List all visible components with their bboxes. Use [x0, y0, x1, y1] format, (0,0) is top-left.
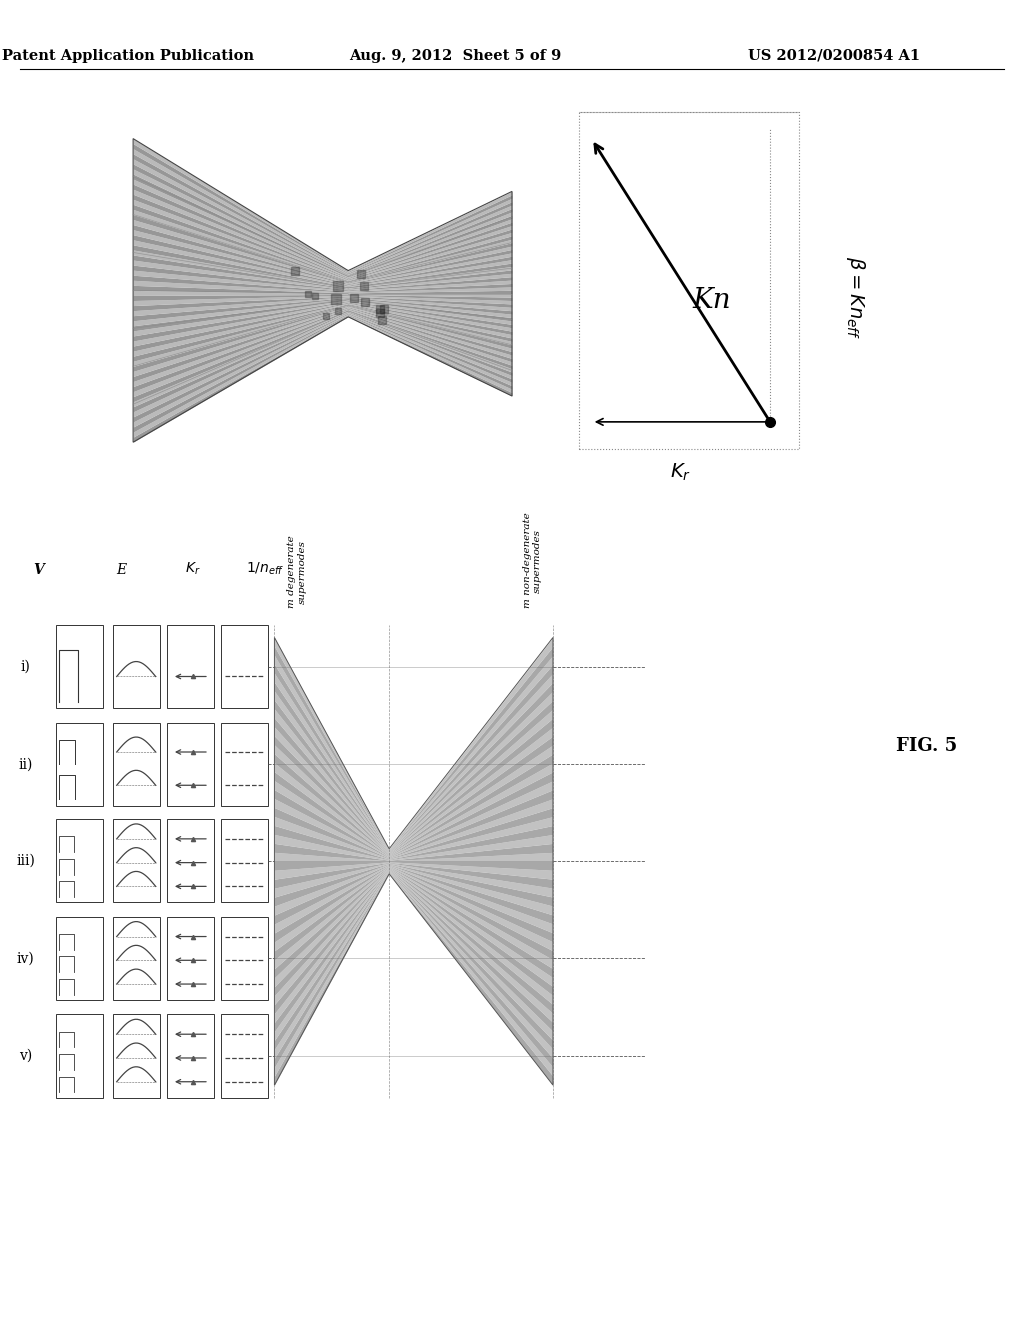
Text: iii): iii) — [16, 854, 35, 867]
Text: US 2012/0200854 A1: US 2012/0200854 A1 — [749, 49, 921, 63]
Text: m non-degenerate
supermodes: m non-degenerate supermodes — [523, 512, 542, 609]
Bar — [56, 626, 103, 708]
Text: v): v) — [19, 1049, 32, 1063]
Text: Kn: Kn — [692, 286, 731, 314]
Bar — [221, 818, 268, 903]
Text: Aug. 9, 2012  Sheet 5 of 9: Aug. 9, 2012 Sheet 5 of 9 — [349, 49, 562, 63]
Text: Patent Application Publication: Patent Application Publication — [2, 49, 254, 63]
Bar — [56, 916, 103, 1001]
Bar — [221, 916, 268, 1001]
Bar — [56, 1014, 103, 1098]
Text: $K_r$: $K_r$ — [671, 462, 691, 483]
Text: $1/n_{eff}$: $1/n_{eff}$ — [246, 561, 285, 577]
Bar — [167, 723, 214, 805]
Bar — [113, 723, 160, 805]
Bar — [56, 723, 103, 805]
Bar — [167, 818, 214, 903]
Text: m degenerate
supermodes: m degenerate supermodes — [288, 536, 306, 609]
Bar — [113, 916, 160, 1001]
Text: i): i) — [20, 660, 31, 673]
Text: E: E — [116, 564, 126, 577]
Text: $K_r$: $K_r$ — [184, 561, 201, 577]
Bar — [113, 818, 160, 903]
Bar — [221, 1014, 268, 1098]
Text: ii): ii) — [18, 758, 33, 771]
Text: V: V — [34, 564, 44, 577]
Bar — [167, 1014, 214, 1098]
Bar — [579, 112, 799, 449]
Bar — [113, 626, 160, 708]
Text: FIG. 5: FIG. 5 — [896, 737, 957, 755]
Bar — [221, 626, 268, 708]
Bar — [167, 626, 214, 708]
Text: $\beta = Kn_{eff}$: $\beta = Kn_{eff}$ — [844, 256, 866, 339]
Text: iv): iv) — [16, 952, 35, 965]
Bar — [221, 723, 268, 805]
Bar — [113, 1014, 160, 1098]
Bar — [167, 916, 214, 1001]
Bar — [56, 818, 103, 903]
